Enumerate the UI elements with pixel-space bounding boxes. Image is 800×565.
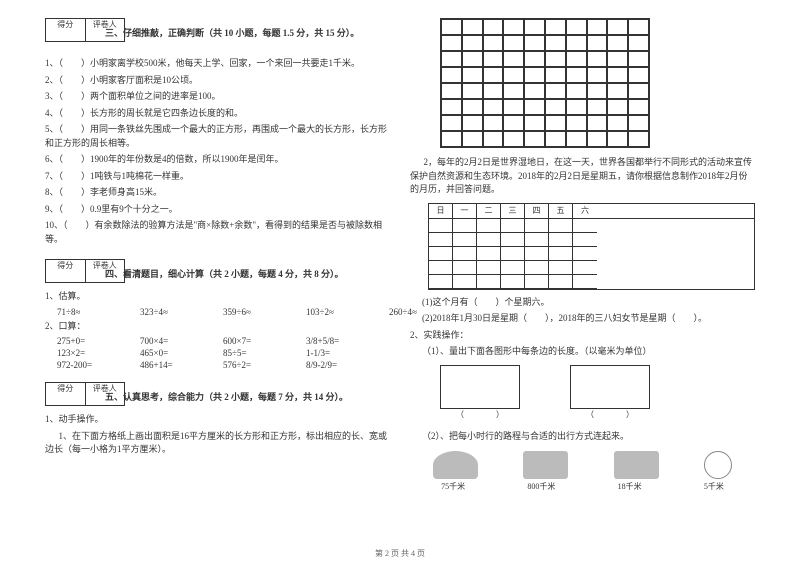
dist-3: 18千米	[618, 481, 642, 492]
box-label-2: （ ）	[570, 409, 650, 420]
q3-7: 7、（ ）1吨铁与1吨棉花一样重。	[45, 170, 390, 184]
measure-boxes	[440, 365, 755, 409]
dist-2: 800千米	[527, 481, 555, 492]
person-icon	[433, 451, 478, 479]
section3-questions: 1、（ ）小明家离学校500米，他每天上学、回家，一个来回一共要走1千米。 2、…	[45, 57, 390, 246]
oral-c: 972-200=	[57, 360, 112, 370]
score-label: 得分	[46, 260, 86, 282]
transport-labels: 75千米 800千米 18千米 5千米	[410, 481, 755, 492]
day-sat: 六	[573, 204, 597, 218]
day-thu: 四	[525, 204, 549, 218]
op1-text: 1、在下面方格纸上画出面积是16平方厘米的长方形和正方形，标出相应的长、宽或边长…	[45, 430, 390, 457]
oral-c: 85÷5=	[223, 348, 278, 358]
drawing-grid	[440, 18, 650, 148]
day-sun: 日	[429, 204, 453, 218]
section3-title: 三、仔细推敲，正确判断（共 10 小题，每题 1.5 分，共 15 分）。	[105, 26, 390, 39]
right-column: 2，每年的2月2日是世界湿地日，在这一天，世界各国都举行不同形式的活动来宣传保护…	[410, 18, 755, 492]
oral-row-3: 972-200= 486+14= 576÷2= 8/9-2/9=	[57, 360, 390, 370]
q3-5: 5、（ ）用同一条铁丝先围成一个最大的正方形，再围成一个最大的长方形，长方形和正…	[45, 123, 390, 150]
box-labels: （ ） （ ）	[440, 409, 755, 420]
op-label: 1、动手操作。	[45, 413, 390, 427]
oral-c: 576÷2=	[223, 360, 278, 370]
measure-box-2	[570, 365, 650, 409]
estimate-row: 71÷8≈ 323÷4≈ 359÷6≈ 103÷2≈ 260÷4≈	[57, 307, 390, 317]
est-2: 323÷4≈	[140, 307, 195, 317]
q3-3: 3、（ ）两个面积单位之间的进率是100。	[45, 90, 390, 104]
day-fri: 五	[549, 204, 573, 218]
dist-1: 75千米	[441, 481, 465, 492]
oral-label: 2、口算：	[45, 320, 390, 334]
q3-1: 1、（ ）小明家离学校500米，他每天上学、回家，一个来回一共要走1千米。	[45, 57, 390, 71]
oral-c: 8/9-2/9=	[306, 360, 361, 370]
q3-8: 8、（ ）李老师身高15米。	[45, 186, 390, 200]
dist-4: 5千米	[704, 481, 724, 492]
wetland-intro: 2，每年的2月2日是世界湿地日，在这一天，世界各国都举行不同形式的活动来宣传保护…	[410, 156, 755, 197]
q3-2: 2、（ ）小明家客厅面积是10公顷。	[45, 74, 390, 88]
section4-title: 四、看清题目，细心计算（共 2 小题，每题 4 分，共 8 分）。	[105, 267, 390, 280]
bicycle-icon	[704, 451, 732, 479]
oral-c: 465×0=	[140, 348, 195, 358]
page-footer: 第 2 页 共 4 页	[0, 548, 800, 559]
day-tue: 二	[477, 204, 501, 218]
estimate-label: 1、估算。	[45, 290, 390, 304]
est-3: 359÷6≈	[223, 307, 278, 317]
q3-4: 4、（ ）长方形的周长就是它四条边长度的和。	[45, 107, 390, 121]
practice-2: （2）、把每小时行的路程与合适的出行方式连起来。	[422, 430, 755, 444]
section5-title: 五、认真思考，综合能力（共 2 小题，每题 7 分，共 14 分）。	[105, 390, 390, 403]
oral-c: 123×2=	[57, 348, 112, 358]
oral-c: 1-1/3=	[306, 348, 361, 358]
q3-9: 9、（ ）0.9里有9个十分之一。	[45, 203, 390, 217]
measure-box-1	[440, 365, 520, 409]
cal-sub1: (1)这个月有（ ）个星期六。	[422, 296, 755, 310]
transport-icons	[410, 451, 755, 479]
left-column: 得分 评卷人 三、仔细推敲，正确判断（共 10 小题，每题 1.5 分，共 15…	[45, 18, 390, 492]
calendar-header: 日 一 二 三 四 五 六	[428, 203, 755, 219]
q3-10: 10、（ ）有余数除法的验算方法是"商×除数+余数"，看得到的结果是否与被除数相…	[45, 219, 390, 246]
oral-c: 3/8+5/8=	[306, 336, 361, 346]
plane-icon	[614, 451, 659, 479]
est-4: 103÷2≈	[306, 307, 361, 317]
box-label-1: （ ）	[440, 409, 520, 420]
calendar: 日 一 二 三 四 五 六	[428, 203, 755, 290]
calendar-body	[428, 219, 755, 290]
practice-label: 2、实践操作：	[410, 329, 755, 343]
oral-row-2: 123×2= 465×0= 85÷5= 1-1/3=	[57, 348, 390, 358]
oral-c: 486+14=	[140, 360, 195, 370]
est-1: 71÷8≈	[57, 307, 112, 317]
q3-6: 6、（ ）1900年的年份数是4的倍数，所以1900年是闰年。	[45, 153, 390, 167]
oral-c: 600×7=	[223, 336, 278, 346]
practice-1: （1）、量出下面各图形中每条边的长度。（以毫米为单位）	[422, 345, 755, 359]
oral-row-1: 275+0= 700×4= 600×7= 3/8+5/8=	[57, 336, 390, 346]
car-icon	[523, 451, 568, 479]
day-mon: 一	[453, 204, 477, 218]
score-label: 得分	[46, 383, 86, 405]
oral-c: 275+0=	[57, 336, 112, 346]
cal-sub2: (2)2018年1月30日是星期（ ），2018年的三八妇女节是星期（ ）。	[422, 312, 755, 326]
score-label: 得分	[46, 19, 86, 41]
oral-c: 700×4=	[140, 336, 195, 346]
day-wed: 三	[501, 204, 525, 218]
